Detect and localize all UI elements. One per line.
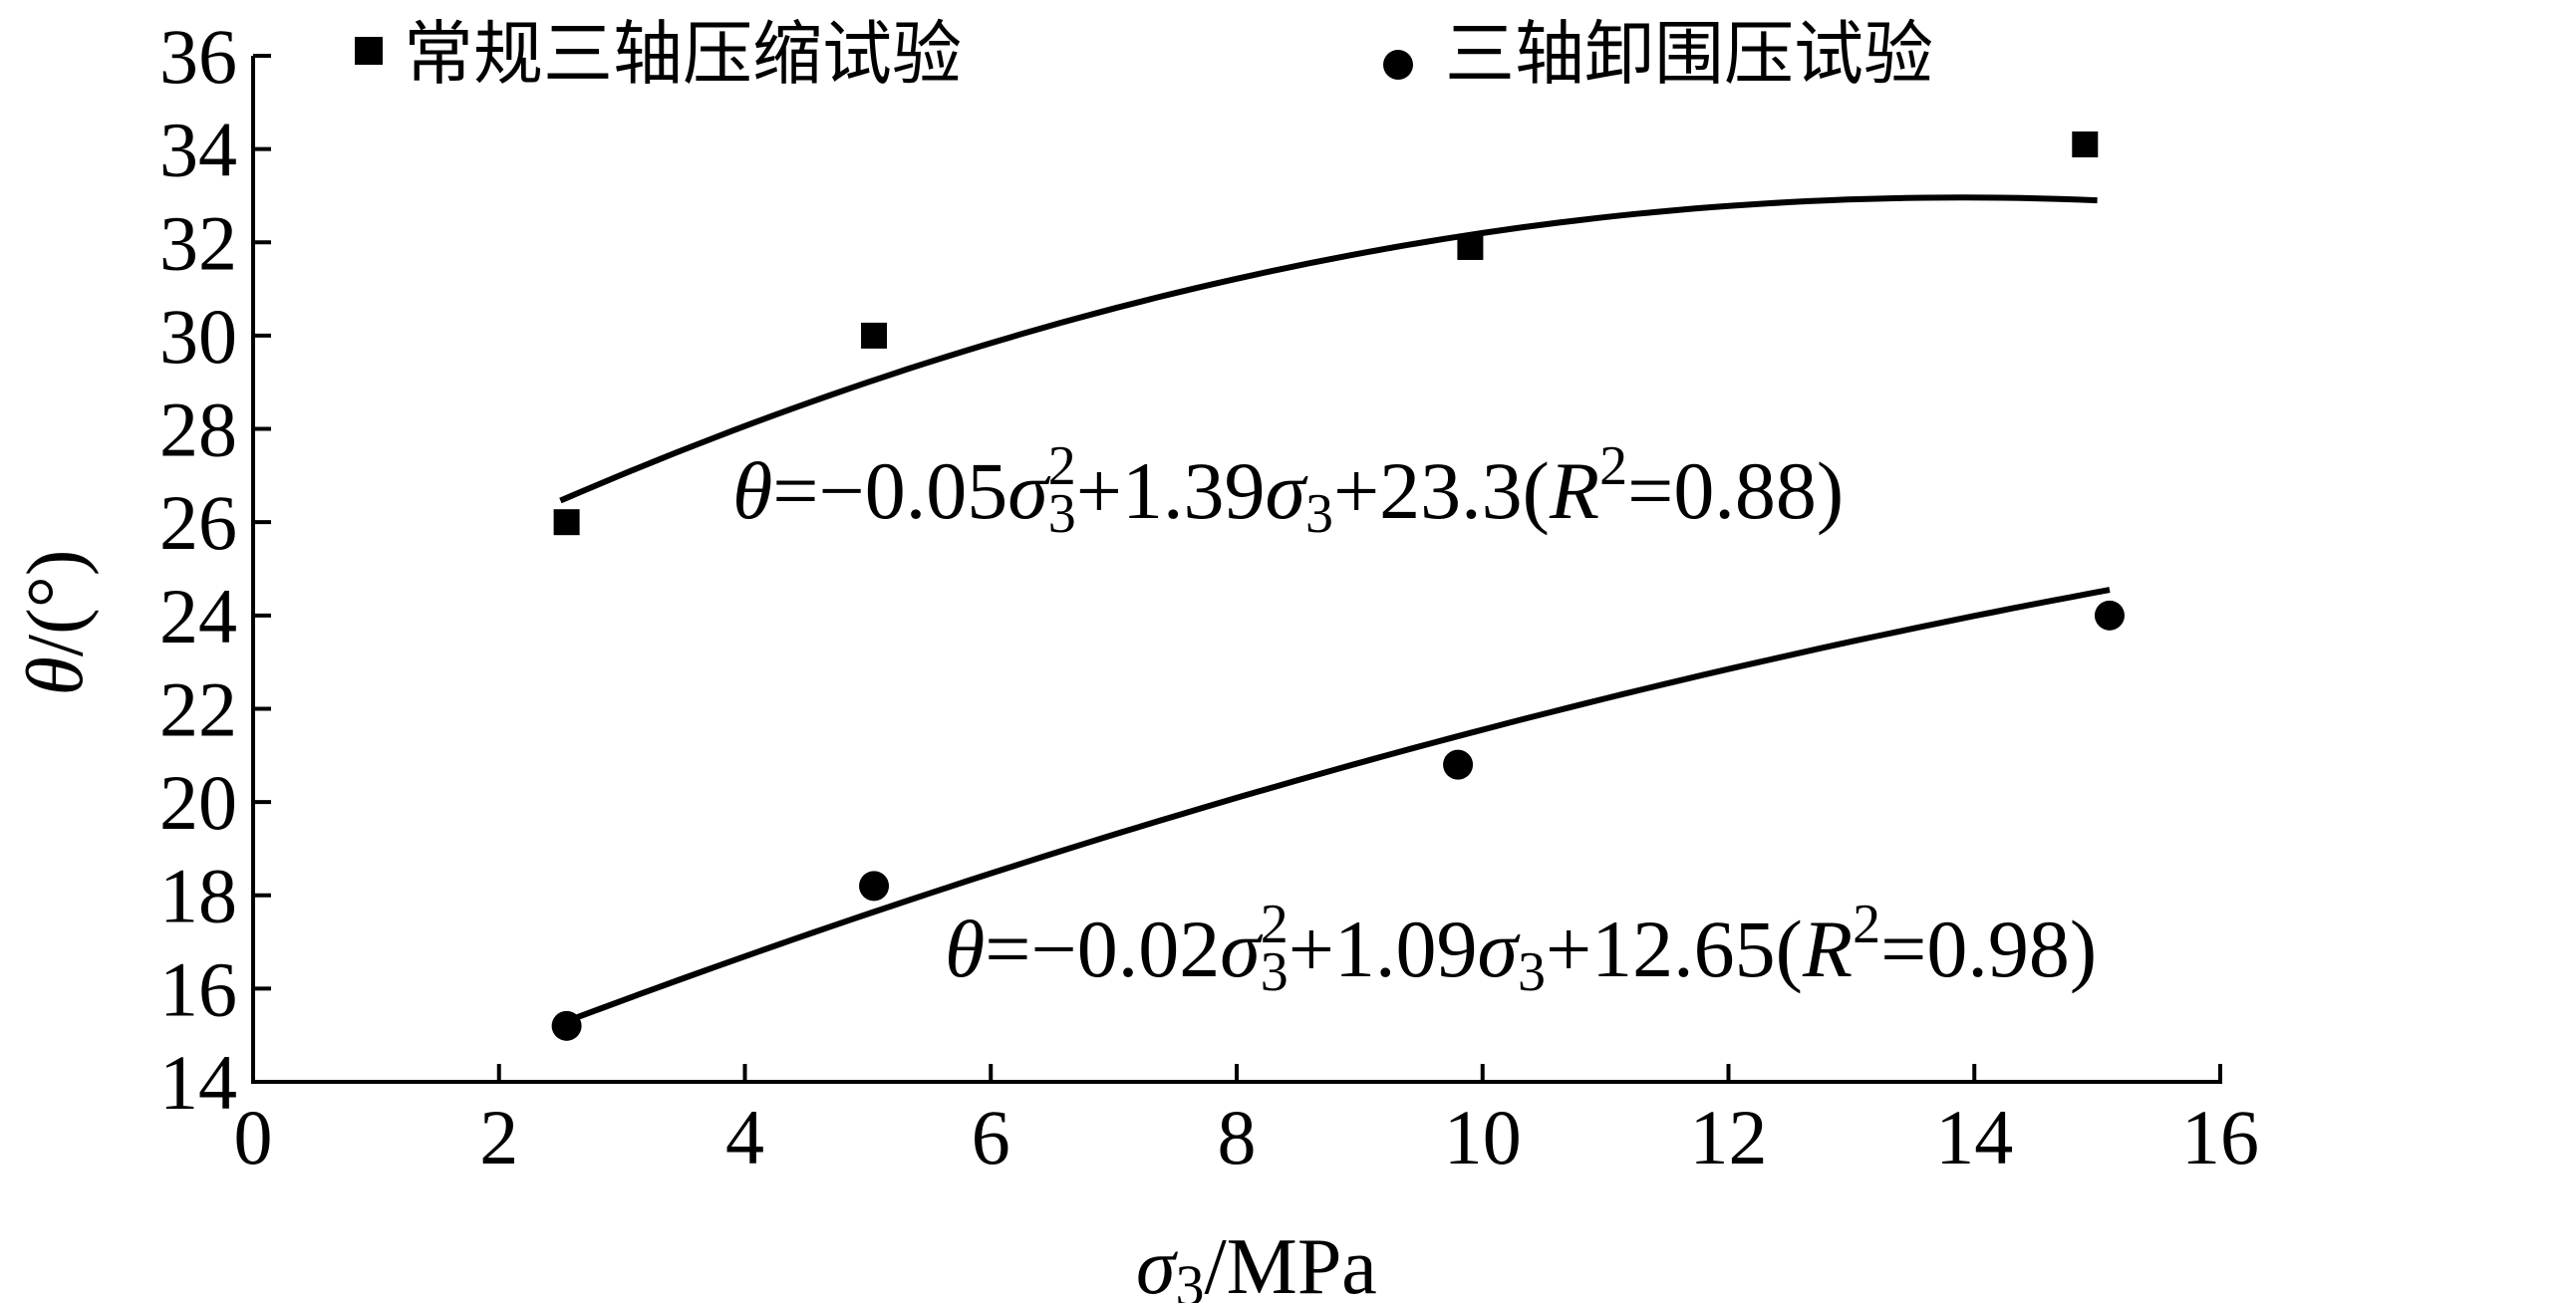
- x-tick-label: 16: [2181, 1094, 2259, 1180]
- x-axis-title: σ3/MPa: [1136, 1223, 1377, 1303]
- eq2-sigma: σ: [1477, 904, 1521, 994]
- x-axis-symbol-subscript: 3: [1175, 1253, 1204, 1303]
- fit-equation-series-1: θ=−0.05σ2 3+1.39σ3+23.3(R2=0.88): [732, 435, 1844, 545]
- fit-curves: [559, 194, 2111, 1027]
- eq2-sub2: 3: [1518, 941, 1546, 1003]
- legend-square-marker: [355, 37, 383, 65]
- data-point-square: [1457, 233, 1484, 260]
- data-point-circle: [1443, 749, 1474, 780]
- fit-equation-series-2: θ=−0.02σ2 3+1.09σ3+12.65(R2=0.98): [945, 894, 2097, 1003]
- data-point-circle: [2094, 600, 2125, 631]
- y-tick-label: 32: [159, 199, 237, 286]
- eq2-sigma-squared: σ: [1220, 904, 1264, 994]
- data-point-circle: [551, 1010, 582, 1041]
- eq2-r-value: =0.98): [1880, 904, 2097, 994]
- x-tick-label: 10: [1444, 1094, 1522, 1180]
- eq2-r-sup: 2: [1853, 894, 1880, 955]
- y-axis-symbol: θ: [12, 656, 100, 695]
- x-tick-label: 12: [1690, 1094, 1768, 1180]
- eq1-sigma: σ: [1265, 445, 1308, 536]
- eq1-coef-c: +23.3(: [1333, 445, 1550, 536]
- eq1-r: R: [1549, 445, 1599, 536]
- data-points: [551, 130, 2125, 1041]
- eq2-sub: 3: [1261, 941, 1288, 1003]
- eq2-coef-b: +1.09: [1288, 904, 1478, 994]
- eq2-sup: 2: [1261, 894, 1288, 955]
- legend-circle-marker: [1383, 50, 1413, 80]
- eq2-coef-a: −0.02: [1031, 904, 1221, 994]
- eq1-coef-a: −0.05: [819, 445, 1008, 536]
- x-tick-label: 14: [1935, 1094, 2013, 1180]
- x-tick-label: 4: [725, 1094, 764, 1180]
- legend-label-series-1: 常规三轴压缩试验: [404, 13, 962, 95]
- y-tick-label: 24: [159, 573, 237, 659]
- data-point-square: [553, 509, 580, 536]
- y-axis-title: θ/(°): [12, 550, 100, 696]
- data-point-square: [2072, 130, 2099, 157]
- eq2-equals: =: [985, 904, 1030, 994]
- y-tick-label: 18: [159, 853, 237, 939]
- x-tick-label: 0: [234, 1094, 273, 1180]
- data-point-square: [861, 322, 888, 349]
- x-axis-unit: /MPa: [1204, 1223, 1376, 1303]
- data-point-circle: [859, 871, 890, 902]
- y-tick-label: 30: [159, 293, 237, 380]
- eq1-equals: =: [772, 445, 818, 536]
- eq1-coef-b: +1.39: [1076, 445, 1266, 536]
- eq2-theta: θ: [945, 904, 985, 994]
- fit-curve-series-1: [559, 194, 2098, 504]
- y-tick-label: 16: [159, 945, 237, 1032]
- y-tick-label: 14: [159, 1039, 237, 1126]
- y-tick-label: 20: [159, 759, 237, 846]
- y-tick-label: 26: [159, 479, 237, 566]
- y-tick-label: 22: [159, 665, 237, 752]
- fit-curve-series-2: [559, 587, 2111, 1027]
- y-tick-label: 34: [159, 107, 237, 193]
- legend: 常规三轴压缩试验 三轴卸围压试验: [355, 13, 1933, 95]
- x-tick-label: 2: [479, 1094, 518, 1180]
- x-ticks: 0 2 4 6 8 10 12 14 16: [234, 1064, 2259, 1180]
- eq1-r-sup: 2: [1599, 435, 1627, 497]
- eq1-sub: 3: [1048, 483, 1076, 545]
- eq2-coef-c: +12.65(: [1546, 904, 1803, 994]
- eq1-sup: 2: [1048, 435, 1076, 497]
- eq2-r: R: [1802, 904, 1853, 994]
- x-axis-symbol: σ: [1136, 1223, 1178, 1303]
- eq1-sub2: 3: [1305, 483, 1333, 545]
- eq1-r-value: =0.88): [1627, 445, 1844, 536]
- x-tick-label: 6: [972, 1094, 1010, 1180]
- y-tick-label: 28: [159, 387, 237, 473]
- legend-label-series-2: 三轴卸围压试验: [1445, 13, 1933, 95]
- y-axis-unit: /(°): [12, 550, 100, 657]
- x-tick-label: 8: [1218, 1094, 1257, 1180]
- eq1-sigma-squared: σ: [1007, 445, 1051, 536]
- eq1-theta: θ: [732, 445, 772, 536]
- y-tick-label: 36: [159, 13, 237, 100]
